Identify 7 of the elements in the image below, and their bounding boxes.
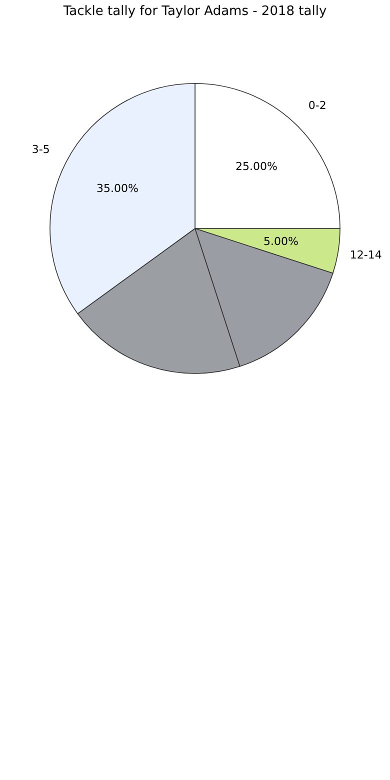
chart-title: Tackle tally for Taylor Adams - 2018 tally — [62, 4, 327, 19]
slice-label: 0-2 — [308, 99, 326, 112]
data-label: 25.00% — [236, 160, 278, 173]
data-label: 5.00% — [263, 235, 298, 248]
slice-label: 3-5 — [32, 142, 50, 156]
data-label: 35.00% — [96, 182, 138, 196]
slice-label: 12-14 — [350, 248, 382, 262]
